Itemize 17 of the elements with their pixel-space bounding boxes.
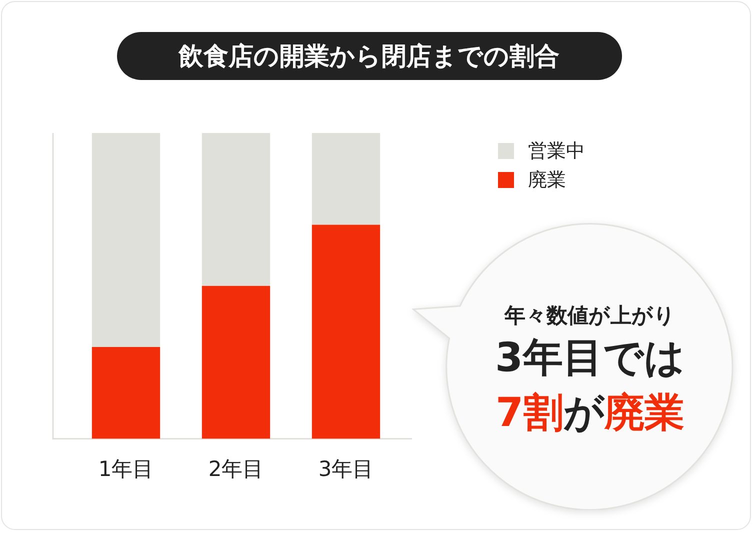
- chart-title: 飲食店の開業から閉店までの割合: [178, 41, 560, 70]
- bar: [202, 133, 270, 286]
- bar: [202, 286, 270, 439]
- x-tick-label: 3年目: [318, 456, 374, 481]
- text: 年々数値が上がり: [504, 303, 676, 328]
- text: が: [563, 390, 604, 436]
- bar: [92, 347, 160, 439]
- bar: [92, 133, 160, 348]
- x-tick-label: 1年目: [98, 456, 154, 481]
- legend-label: 廃業: [528, 169, 566, 191]
- text: 廃業: [604, 390, 684, 436]
- bar: [312, 224, 380, 439]
- text: 3年目では: [495, 335, 685, 381]
- bar: [312, 133, 380, 225]
- x-tick-label: 2年目: [208, 456, 264, 481]
- legend-label: 営業中: [528, 140, 585, 162]
- text: 7割: [496, 390, 564, 436]
